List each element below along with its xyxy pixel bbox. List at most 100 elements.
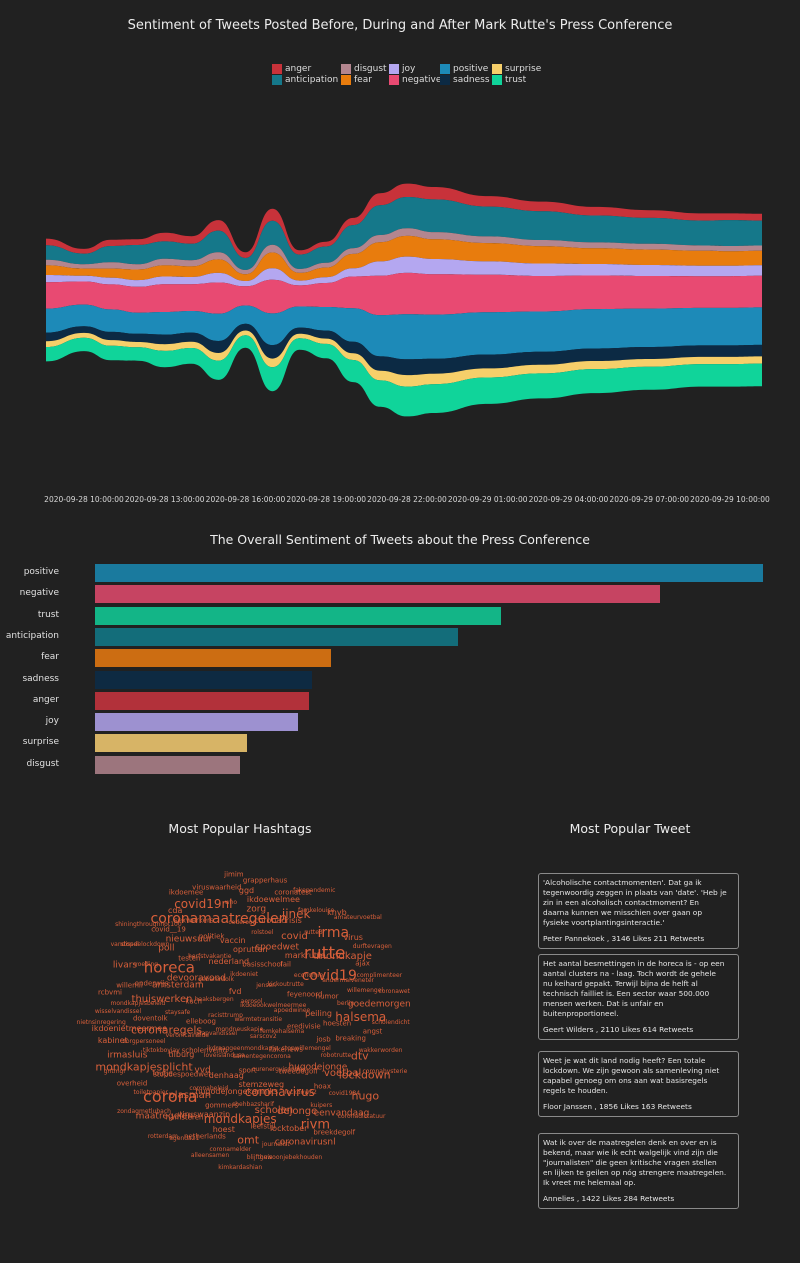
bar-fear bbox=[95, 649, 332, 668]
tweet-meta: Floor Janssen , 1856 Likes 163 Retweets bbox=[543, 1102, 692, 1111]
hashtag-word: wakkerworden bbox=[358, 1047, 403, 1054]
hashtag-word: dtv bbox=[350, 1049, 369, 1063]
hashtag-word: peiling bbox=[305, 1009, 333, 1019]
legend-swatch bbox=[272, 75, 282, 85]
bar-sadness bbox=[95, 670, 313, 689]
hashtag-word: racisttrump bbox=[208, 1011, 243, 1019]
bar-row-disgust: disgust bbox=[0, 755, 800, 774]
hashtag-word: ajax bbox=[355, 959, 370, 968]
legend-label: positive bbox=[453, 64, 489, 74]
hashtag-word: alleensamen bbox=[190, 1152, 230, 1160]
hashtag-word: maatregelen bbox=[135, 1111, 193, 1122]
hashtag-word: lockdown2 bbox=[284, 1088, 317, 1096]
x-tick-label: 2020-09-28 22:00:00 bbox=[367, 495, 447, 504]
hashtag-word: virus bbox=[343, 932, 363, 942]
hashtag-word: andermalveneter bbox=[322, 977, 374, 985]
hashtag-word: stemzeweg bbox=[238, 1079, 285, 1089]
hashtag-word: covid bbox=[281, 931, 308, 943]
hashtag-word: economie bbox=[293, 972, 324, 980]
hashtag-word: gebarentolk bbox=[198, 975, 234, 983]
hashtag-word: basisschool bbox=[242, 960, 283, 969]
hashtag-word: sexwerkers bbox=[174, 916, 214, 925]
hashtag-word: viruswaarheid bbox=[192, 883, 242, 892]
hashtag-wordcloud: warmtetransitie mondneuskapje aerosol sarsc… bbox=[60, 855, 440, 1195]
hashtag-word: ikdoeniet bbox=[230, 970, 259, 978]
stream-layer-negative bbox=[46, 272, 762, 316]
hashtag-word: breekdegolf bbox=[313, 1128, 356, 1137]
hashtag-word: covid19nl bbox=[174, 896, 233, 911]
hashtag-word: lockdown bbox=[338, 1068, 391, 1082]
hashtag-word: apoedwinee bbox=[273, 1006, 311, 1014]
hashtag-word: jinek bbox=[281, 907, 311, 922]
hashtag-word: corona bbox=[143, 1086, 198, 1106]
hashtag-word: loveislandusa bbox=[203, 1052, 245, 1059]
bar-row-fear: fear bbox=[0, 649, 800, 668]
hashtag-word: rutte bbox=[303, 943, 346, 964]
hashtag-word: halsema bbox=[335, 1009, 387, 1024]
x-tick-label: 2020-09-29 01:00:00 bbox=[447, 495, 528, 504]
hashtag-word: agenda21 bbox=[169, 1135, 200, 1142]
hashtag-word: tweedegolf bbox=[278, 1067, 318, 1076]
hashtag-word: samentegencorona bbox=[232, 1053, 291, 1061]
hashtag-word: goedemorgen bbox=[347, 999, 411, 1010]
hashtag-word: kuch bbox=[185, 997, 202, 1006]
bar-label: trust bbox=[37, 609, 59, 620]
hashtag-word: feyenoord bbox=[286, 990, 323, 999]
hashtag-word: gommers bbox=[205, 1101, 239, 1110]
hashtag-word: hugodejonge bbox=[288, 1062, 348, 1073]
hashtag-word: coronatest bbox=[274, 888, 312, 897]
bar-trust bbox=[95, 606, 502, 625]
legend-swatch bbox=[440, 75, 450, 85]
hashtag-word: vandissel bbox=[110, 941, 139, 949]
legend-label: joy bbox=[402, 64, 416, 74]
tweet-text: Wat ik over de maatregelen denk en over … bbox=[543, 1138, 727, 1187]
hashtag-word: devooravond bbox=[166, 973, 226, 984]
bar-row-sadness: sadness bbox=[0, 670, 800, 689]
hashtag-word: dejonge bbox=[277, 1105, 318, 1117]
tweet-text: Het aantal besmettingen in de horeca is … bbox=[543, 959, 725, 1018]
hashtag-word: scholen bbox=[254, 1105, 294, 1117]
stream-layer-positive bbox=[46, 304, 762, 360]
hashtag-word: oprutten bbox=[232, 945, 268, 955]
hashtag-word: irmasluis bbox=[107, 1050, 148, 1061]
hashtag-word: overheid bbox=[116, 1079, 148, 1088]
hashtag-word: jaapvandissel bbox=[196, 1029, 238, 1037]
stream-layer-surprise bbox=[46, 330, 762, 387]
legend-label: trust bbox=[505, 75, 527, 85]
bar-negative bbox=[95, 585, 661, 604]
bar-row-positive: positive bbox=[0, 564, 800, 582]
hashtag-word: rivm bbox=[300, 1117, 331, 1133]
bar-row-negative: negative bbox=[0, 585, 800, 604]
hashtag-word: willemengel bbox=[346, 987, 384, 995]
hashtag-word: politiek bbox=[198, 932, 225, 941]
hashtag-word: vaccin bbox=[219, 935, 246, 945]
hashtag-word: sport bbox=[238, 1066, 257, 1075]
hashtag-word: zorgpersoneel bbox=[122, 1037, 166, 1045]
tweet-meta: Annelies , 1422 Likes 284 Retweets bbox=[543, 1194, 675, 1203]
hashtag-word: nederland bbox=[208, 956, 250, 966]
legend-swatch bbox=[341, 75, 351, 85]
bar-label: positive bbox=[23, 567, 59, 577]
hashtag-word: grapperhaus bbox=[242, 876, 288, 885]
hashtag-word: ikdoewelmee bbox=[246, 894, 300, 904]
legend-swatch bbox=[440, 64, 450, 74]
tweet-card-4: Wat ik over de maatregelen denk en over … bbox=[538, 1133, 739, 1209]
legend-swatch bbox=[389, 75, 399, 85]
hashtag-word: kabinet bbox=[97, 1036, 128, 1046]
hashtag-word: doventolk bbox=[132, 1014, 168, 1023]
hashtag-word: ikdoenietmeermee bbox=[91, 1023, 168, 1033]
x-tick-label: 2020-09-28 19:00:00 bbox=[286, 495, 367, 504]
hashtag-word: gntmgr bbox=[103, 1068, 126, 1075]
bar-label: joy bbox=[45, 716, 59, 727]
hashtag-word: stopdespoedwet bbox=[153, 1070, 211, 1079]
bar-row-anticipation: anticipation bbox=[0, 627, 800, 646]
hashtag-word: rutte3 bbox=[304, 928, 323, 936]
hashtag-word: foutje bbox=[152, 1069, 173, 1078]
legend-label: sadness bbox=[453, 75, 490, 85]
hashtag-word: vvd bbox=[194, 1065, 211, 1075]
streamgraph-chart bbox=[46, 183, 762, 417]
hashtag-word: eredivisie bbox=[286, 1022, 321, 1031]
bar-surprise bbox=[95, 734, 247, 753]
bar-label: fear bbox=[41, 652, 59, 663]
bar-chart-title: The Overall Sentiment of Tweets about th… bbox=[210, 532, 590, 547]
